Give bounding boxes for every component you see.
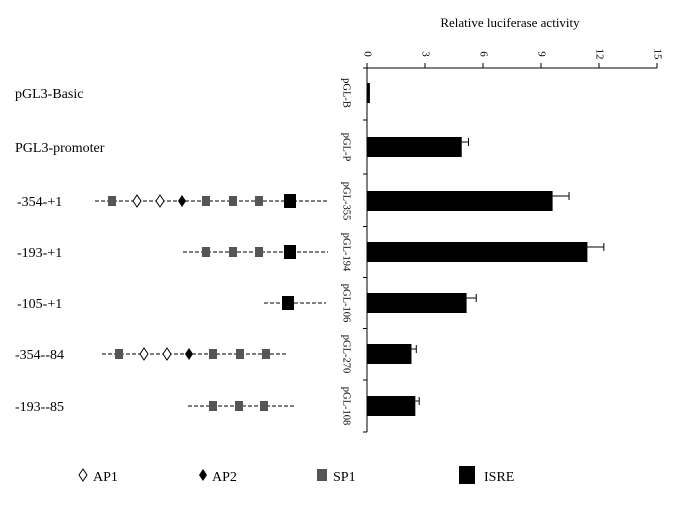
chart-title: Relative luciferase activity <box>440 15 580 30</box>
bar <box>367 242 588 262</box>
category-short-label: pGL-270 <box>341 335 352 374</box>
category-short-label: pGL-108 <box>341 387 352 426</box>
x-tick-label: 12 <box>593 49 605 60</box>
sp1-site <box>235 401 243 411</box>
isre-site <box>284 245 296 259</box>
ap1-site <box>162 347 172 361</box>
category-short-label: pGL-106 <box>341 284 352 323</box>
category-short-label: pGL-B <box>341 78 352 108</box>
construct-name: -193-+1 <box>17 246 62 261</box>
bar-series <box>367 83 605 416</box>
isre-legend-icon <box>459 466 475 484</box>
ap1-site <box>155 194 165 208</box>
bar <box>367 344 412 364</box>
sp1-site <box>202 196 210 206</box>
construct-name: -193--85 <box>15 400 64 415</box>
x-tick-label: 3 <box>419 51 431 57</box>
x-tick-label: 0 <box>361 51 373 57</box>
isre-site <box>282 296 294 310</box>
x-tick-label: 9 <box>535 51 547 57</box>
value-axis: 0 3 6 9 12 15 <box>361 49 663 69</box>
category-short-label: pGL-355 <box>341 182 352 221</box>
legend-label: ISRE <box>484 470 514 485</box>
ap1-site <box>132 194 142 208</box>
sp1-site <box>255 196 263 206</box>
ap2-site <box>199 469 207 481</box>
ap1-site <box>139 347 149 361</box>
promoter-constructs: pGL3-Basic PGL3-promoter -354-+1 -193-+1 -10… <box>15 87 328 482</box>
ap2-site <box>178 195 186 207</box>
bar <box>367 293 467 313</box>
sp1-site <box>229 196 237 206</box>
bar <box>367 137 462 157</box>
sp1-site <box>209 349 217 359</box>
legend-label: AP2 <box>212 470 237 485</box>
bar <box>367 396 416 416</box>
legend-label: SP1 <box>333 470 356 485</box>
construct-name: PGL3-promoter <box>15 141 105 156</box>
category-short-label: pGL-P <box>341 133 352 162</box>
sp1-site <box>209 401 217 411</box>
construct-name: -354-+1 <box>17 195 62 210</box>
construct-name: -354--84 <box>15 348 64 363</box>
sp1-legend-icon <box>317 469 327 481</box>
construct-name: -105-+1 <box>17 297 62 312</box>
legend: AP1 AP2 SP1 ISRE <box>93 466 514 485</box>
ap2-site <box>185 348 193 360</box>
sp1-site <box>236 349 244 359</box>
sp1-site <box>255 247 263 257</box>
category-short-label: pGL-194 <box>341 233 352 272</box>
sp1-site <box>108 196 116 206</box>
category-axis: pGL-B pGL-P pGL-355 pGL-194 pGL-106 pGL-270 pG… <box>341 67 368 433</box>
sp1-site <box>260 401 268 411</box>
bar <box>367 83 370 103</box>
x-tick-label: 15 <box>651 49 663 61</box>
sp1-site <box>115 349 123 359</box>
legend-label: AP1 <box>93 470 118 485</box>
sp1-site <box>202 247 210 257</box>
ap1-site <box>78 468 88 482</box>
isre-site <box>284 194 296 208</box>
x-tick-label: 6 <box>477 51 489 57</box>
construct-name: pGL3-Basic <box>15 87 83 102</box>
sp1-site <box>229 247 237 257</box>
sp1-site <box>262 349 270 359</box>
bar <box>367 191 553 211</box>
